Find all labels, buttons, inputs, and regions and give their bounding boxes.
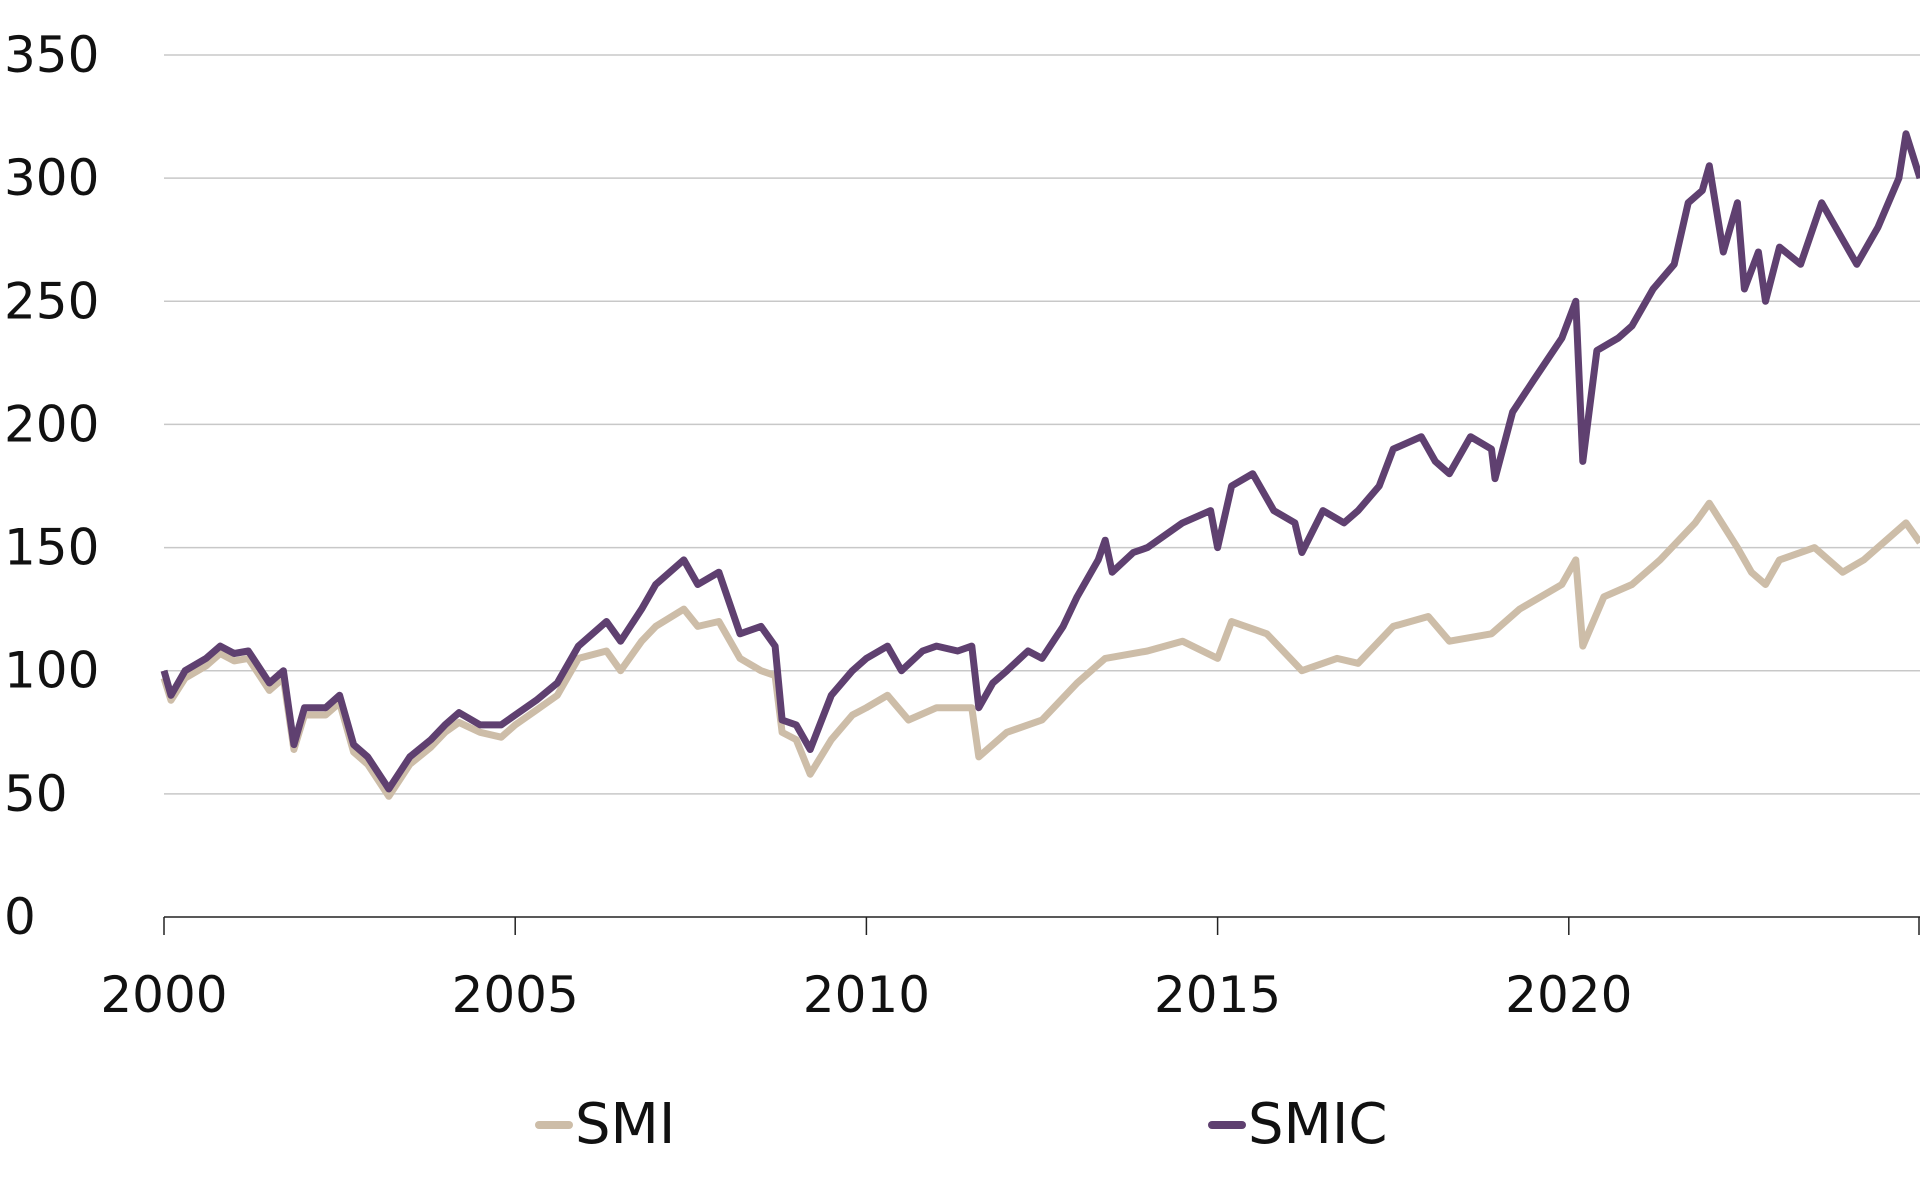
legend-swatch-smi xyxy=(535,1120,573,1129)
x-tick-label: 2010 xyxy=(803,966,930,1024)
y-tick-label: 150 xyxy=(4,519,99,577)
series-line-smi xyxy=(160,499,1920,800)
y-tick-label: 0 xyxy=(4,888,36,946)
legend-swatch-smic xyxy=(1208,1120,1246,1129)
y-tick-label: 50 xyxy=(4,765,68,823)
x-tick-label: 2015 xyxy=(1154,966,1281,1024)
legend-label-smic: SMIC xyxy=(1248,1092,1388,1157)
x-tick-label: 2005 xyxy=(452,966,579,1024)
x-tick-label: 2000 xyxy=(100,966,227,1024)
x-tick-label: 2020 xyxy=(1505,966,1632,1024)
y-tick-label: 300 xyxy=(4,149,99,207)
line-chart: 0 50 100 150 200 250 300 350 2000 2005 2010 2015 20… xyxy=(4,26,1920,1024)
y-tick-label: 350 xyxy=(4,26,99,84)
y-tick-label: 200 xyxy=(4,395,99,453)
y-tick-label: 100 xyxy=(4,642,99,700)
series-line-smic xyxy=(160,130,1920,793)
legend-item-smi: SMI xyxy=(535,1092,675,1157)
y-tick-label: 250 xyxy=(4,272,99,330)
legend-label-smi: SMI xyxy=(575,1092,676,1157)
legend-item-smic: SMIC xyxy=(1208,1092,1387,1157)
